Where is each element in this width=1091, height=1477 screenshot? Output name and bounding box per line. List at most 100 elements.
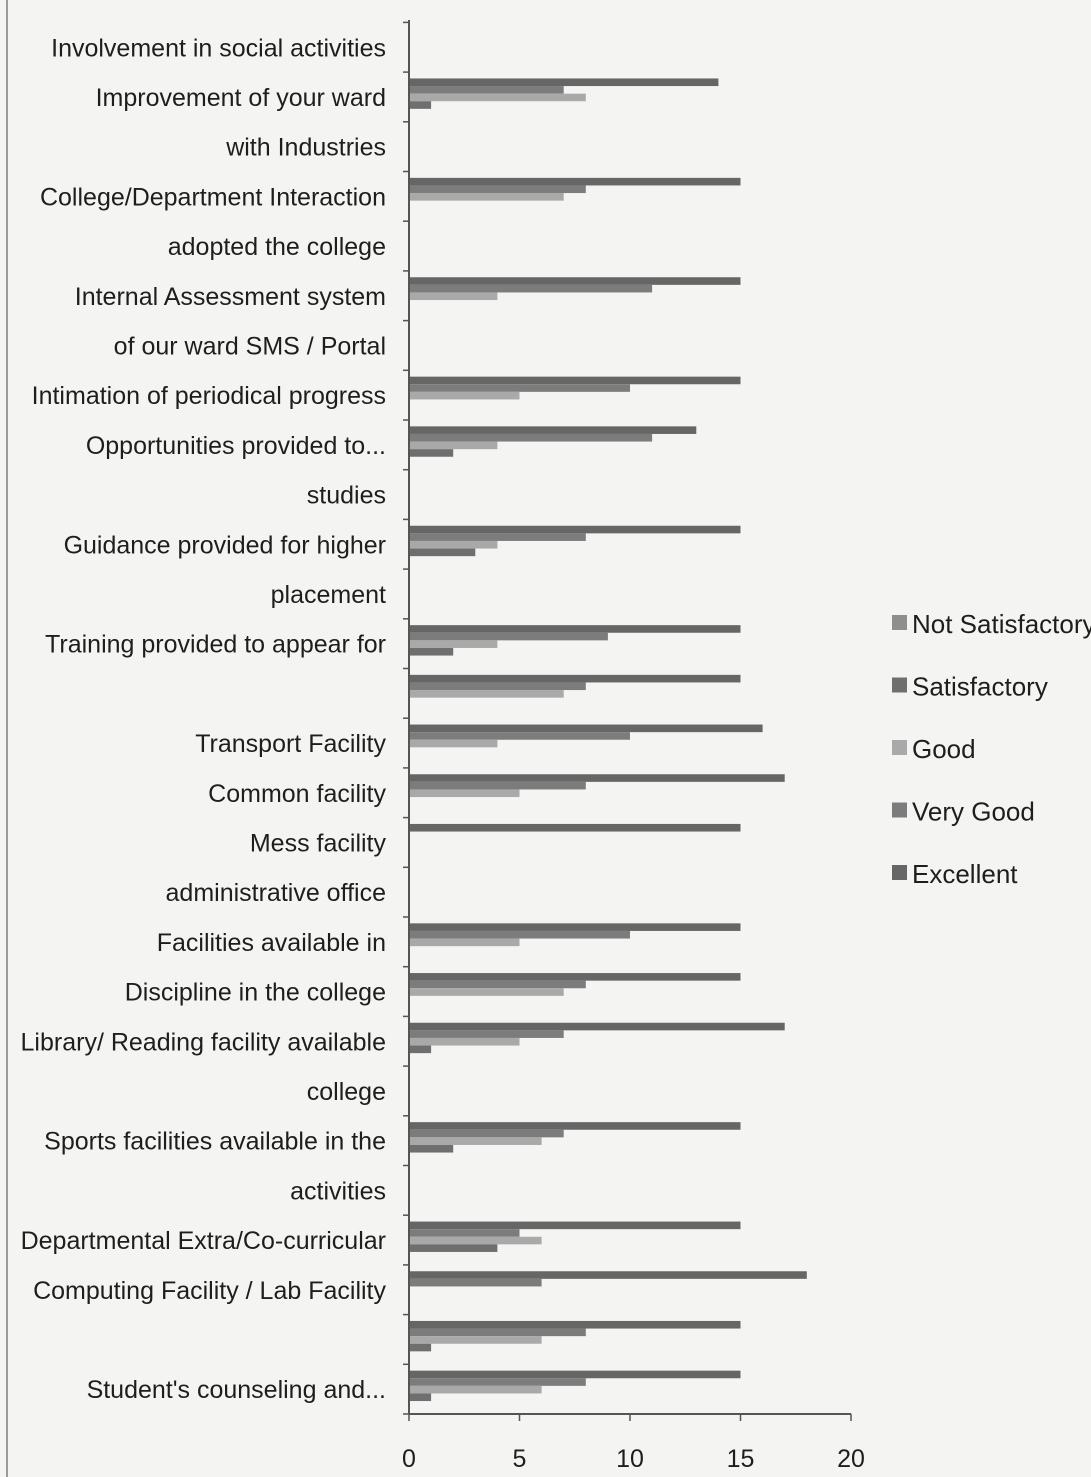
category-label: with Industries: [225, 134, 386, 162]
category-label: studies: [307, 482, 386, 510]
x-tick-label: 0: [402, 1445, 416, 1473]
axes: [408, 20, 851, 1415]
bar-excellent: [410, 1370, 741, 1379]
category-label: Student's counseling and...: [87, 1376, 386, 1404]
bar-very-good: [410, 1229, 520, 1237]
bar-excellent: [410, 625, 741, 633]
category-label: placement: [271, 581, 386, 609]
bar-very-good: [410, 384, 630, 392]
bar-excellent: [410, 1320, 741, 1329]
bar-good: [410, 938, 520, 947]
bar-good: [410, 739, 498, 748]
bar-excellent: [410, 277, 741, 285]
legend-label: Not Satisfactory: [912, 609, 1091, 639]
bar-very-good: [410, 284, 653, 293]
bar-good: [410, 988, 564, 996]
category-label: Training provided to appear for: [45, 631, 386, 659]
x-tick-label: 10: [616, 1445, 644, 1473]
legend-swatch: [892, 865, 907, 880]
category-label: Departmental Extra/Co-curricular: [21, 1227, 386, 1255]
category-label: administrative office: [166, 879, 386, 907]
bar-very-good: [410, 732, 630, 740]
bar-very-good: [410, 980, 586, 989]
bar-very-good: [410, 930, 630, 939]
bar-good: [410, 540, 498, 549]
category-label: Transport Facility: [195, 730, 386, 758]
category-label: Computing Facility / Lab Facility: [33, 1277, 386, 1305]
bar-excellent: [410, 774, 785, 782]
bar-excellent: [410, 78, 719, 87]
bar-excellent: [410, 525, 741, 534]
bar-good: [410, 391, 520, 400]
bar-very-good: [410, 781, 586, 790]
bar-satisfactory: [410, 647, 454, 656]
x-tick-label: 20: [837, 1445, 865, 1473]
bar-very-good: [410, 433, 653, 442]
category-label: Mess facility: [250, 829, 387, 857]
bar-satisfactory: [410, 1393, 432, 1402]
category-label: Guidance provided for higher: [64, 531, 386, 559]
bar-good: [410, 1037, 520, 1046]
x-tick-label: 15: [727, 1445, 755, 1473]
category-label: Internal Assessment system: [75, 283, 386, 311]
bar-very-good: [410, 1328, 586, 1337]
legend-swatch: [892, 802, 907, 818]
bar-excellent: [410, 724, 763, 733]
bar-excellent: [410, 973, 741, 981]
legend-swatch: [892, 740, 907, 755]
bar-satisfactory: [410, 1045, 432, 1054]
category-labels: Student's counseling and... Computing Fac…: [21, 34, 387, 1404]
bar-excellent: [410, 1022, 785, 1031]
bar-good: [410, 441, 498, 450]
bar-excellent: [410, 376, 741, 385]
bar-very-good: [410, 1278, 542, 1287]
category-label: college: [307, 1078, 386, 1106]
category-label: Common facility: [208, 780, 386, 808]
x-tick-label: 5: [513, 1445, 527, 1473]
category-label: adopted the college: [168, 233, 386, 261]
bar-excellent: [410, 923, 741, 931]
bar-good: [410, 1336, 542, 1344]
bar-satisfactory: [410, 101, 432, 109]
category-label: of our ward SMS / Portal: [114, 332, 386, 360]
bar-very-good: [410, 533, 586, 541]
bar-good: [410, 1236, 542, 1245]
bar-good: [410, 292, 498, 301]
bar-satisfactory: [410, 548, 476, 557]
legend-swatch: [892, 677, 907, 693]
bar-excellent: [410, 1122, 741, 1130]
category-label: Involvement in social activities: [51, 34, 386, 62]
bar-good: [410, 640, 498, 648]
bar-very-good: [410, 1030, 564, 1038]
bar-good: [410, 93, 586, 102]
bar-excellent: [410, 177, 741, 186]
bar-satisfactory: [410, 449, 454, 457]
bar-excellent: [410, 674, 741, 683]
bar-good: [410, 1385, 542, 1394]
bar-excellent: [410, 823, 741, 832]
legend-label: Excellent: [912, 859, 1018, 889]
category-label: activities: [290, 1177, 386, 1205]
bar-excellent: [410, 1271, 807, 1279]
legend-label: Good: [912, 734, 976, 764]
category-label: Improvement of your ward: [96, 84, 386, 112]
category-label: College/Department Interaction: [40, 183, 386, 211]
category-label: Sports facilities available in the: [44, 1128, 386, 1156]
y-axis-ticks: [403, 21, 409, 1415]
bar-satisfactory: [410, 1244, 498, 1252]
category-label: Facilities available in: [157, 929, 386, 957]
bar-very-good: [410, 86, 564, 94]
bar-very-good: [410, 1378, 586, 1386]
category-label: Opportunities provided to...: [86, 432, 386, 460]
bar-good: [410, 789, 520, 798]
bar-excellent: [410, 1221, 741, 1230]
legend-swatch: [892, 615, 907, 630]
bar-very-good: [410, 632, 608, 641]
bar-good: [410, 690, 564, 698]
x-axis-ticks: 0 5 10 15 20: [402, 1414, 865, 1473]
bar-satisfactory: [410, 1343, 432, 1352]
bar-very-good: [410, 682, 586, 691]
bars: [410, 78, 807, 1402]
category-label: Intimation of periodical progress: [32, 382, 386, 410]
